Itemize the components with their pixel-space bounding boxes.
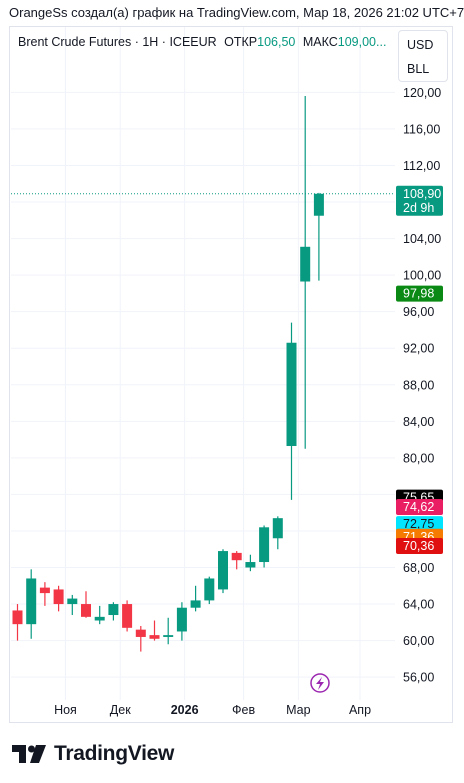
y-axis-tick-label: 84,00 <box>403 415 434 429</box>
candle-body[interactable] <box>176 607 187 632</box>
candle-body[interactable] <box>163 635 174 637</box>
high-value: 109,00... <box>337 35 387 49</box>
x-axis-tick-label: Мар <box>286 703 311 717</box>
y-axis-tick-label: 88,00 <box>403 378 434 392</box>
open-label: ОТКР <box>224 35 258 49</box>
y-axis-tick-label: 96,00 <box>403 305 434 319</box>
symbol-legend: Brent Crude Futures · 1H · ICEEUR ОТКР10… <box>18 35 386 49</box>
price-tag-countdown: 2d 9h <box>403 201 434 215</box>
candle-body[interactable] <box>149 635 160 639</box>
candle-body[interactable] <box>190 600 201 608</box>
tradingview-logo-icon <box>12 745 46 763</box>
price-tag <box>396 499 443 516</box>
price-tag <box>396 285 443 302</box>
lightning-circle-icon[interactable] <box>310 673 330 693</box>
price-tag-label: 72,75 <box>403 517 434 531</box>
x-axis-tick-label: Апр <box>349 703 371 717</box>
y-axis-tick-label: 100,00 <box>403 269 441 283</box>
y-axis-tick-label: 64,00 <box>403 598 434 612</box>
candle-body[interactable] <box>245 562 256 568</box>
price-tag-label: 70,36 <box>403 539 434 553</box>
candle-body[interactable] <box>286 342 297 446</box>
y-axis-tick-label: 104,00 <box>403 232 441 246</box>
candle-body[interactable] <box>300 246 311 282</box>
candle-body[interactable] <box>67 598 78 605</box>
high-label: МАКС <box>302 35 338 49</box>
candle-body[interactable] <box>135 629 146 637</box>
brand-name: TradingView <box>54 742 175 765</box>
price-tag <box>396 537 443 554</box>
price-tag <box>396 516 443 533</box>
currency-unit-selector[interactable]: USD BLL <box>398 30 448 82</box>
y-axis-tick-label: 112,00 <box>403 159 440 173</box>
candle-body[interactable] <box>122 604 133 628</box>
y-axis-tick-label: 56,00 <box>403 671 434 685</box>
price-tag-label: 74,62 <box>403 500 434 514</box>
unit-label: BLL <box>407 62 430 76</box>
chart-frame <box>9 26 453 723</box>
price-tag <box>396 185 443 216</box>
candle-body[interactable] <box>231 552 242 561</box>
candle-body[interactable] <box>94 616 105 621</box>
price-tag-label: 108,90 <box>403 187 441 201</box>
candle-body[interactable] <box>259 527 270 563</box>
candle-body[interactable] <box>108 604 119 616</box>
x-axis-tick-label: Ноя <box>54 703 77 717</box>
y-axis-tick-label: 80,00 <box>403 451 434 465</box>
candle-body[interactable] <box>81 604 91 617</box>
price-tag-label: 97,98 <box>403 287 434 301</box>
candle-body[interactable] <box>272 518 283 539</box>
x-axis-tick-label: 2026 <box>171 703 199 717</box>
candle-body[interactable] <box>12 610 23 625</box>
currency-label: USD <box>407 38 434 52</box>
candle-body[interactable] <box>313 193 324 216</box>
y-axis-tick-label: 116,00 <box>403 122 440 136</box>
candle-body[interactable] <box>218 551 228 590</box>
lightning-bolt-icon <box>316 677 324 690</box>
chart-attribution-header: OrangeSs создал(а) график на TradingView… <box>9 5 464 20</box>
y-axis-tick-label: 92,00 <box>403 342 434 356</box>
x-axis-tick-label: Дек <box>110 703 131 717</box>
candle-body[interactable] <box>26 578 37 625</box>
symbol-name[interactable]: Brent Crude Futures · 1H · ICEEUR <box>18 35 217 49</box>
candle-body[interactable] <box>204 578 215 601</box>
candle-body[interactable] <box>39 587 50 594</box>
y-axis-tick-label: 60,00 <box>403 634 434 648</box>
open-value: 106,50 <box>257 35 296 49</box>
y-axis-tick-label: 120,00 <box>403 86 441 100</box>
candle-body[interactable] <box>53 589 64 605</box>
y-axis-tick-label: 68,00 <box>403 561 434 575</box>
x-axis-tick-label: Фев <box>232 703 255 717</box>
footer-logo[interactable]: TradingView <box>12 741 174 767</box>
